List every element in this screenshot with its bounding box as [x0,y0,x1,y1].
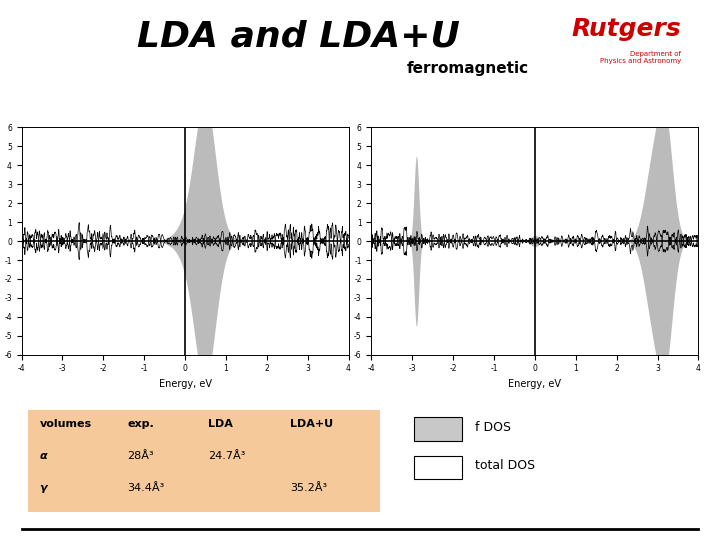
Text: 28Å³: 28Å³ [127,451,154,461]
Text: γ: γ [40,483,48,494]
Text: volumes: volumes [40,418,91,429]
FancyBboxPatch shape [414,456,462,478]
Text: 34.4Å³: 34.4Å³ [127,483,164,494]
Text: Department of
Physics and Astronomy: Department of Physics and Astronomy [600,51,681,64]
Text: 35.2Å³: 35.2Å³ [290,483,327,494]
Text: α: α [40,451,48,461]
FancyBboxPatch shape [28,410,380,512]
Text: ferromagnetic: ferromagnetic [408,61,529,76]
Text: Rutgers: Rutgers [572,17,681,41]
FancyBboxPatch shape [414,417,462,441]
Text: f DOS: f DOS [475,421,511,434]
X-axis label: Energy, eV: Energy, eV [158,379,212,389]
Text: 24.7Å³: 24.7Å³ [208,451,246,461]
Text: LDA and LDA+U: LDA and LDA+U [137,19,459,53]
X-axis label: Energy, eV: Energy, eV [508,379,562,389]
Text: total DOS: total DOS [475,460,535,472]
Text: LDA: LDA [208,418,233,429]
Text: exp.: exp. [127,418,154,429]
Text: LDA+U: LDA+U [290,418,333,429]
